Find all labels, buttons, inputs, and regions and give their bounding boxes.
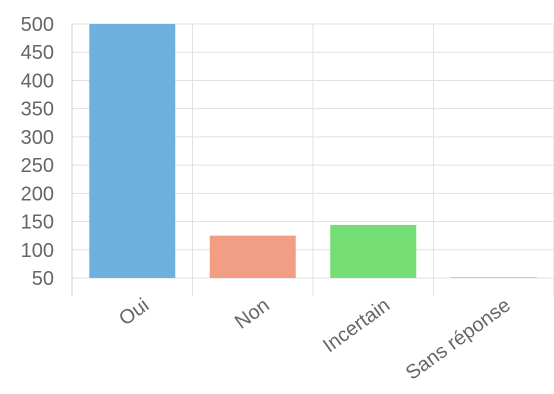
x-tick-label: Non [231, 294, 274, 333]
y-axis: 500 450 400 350 300 250 200 150 100 50 [21, 14, 54, 290]
x-tick-label: Oui [115, 294, 153, 330]
bar-non[interactable] [209, 235, 296, 278]
y-tick-label: 150 [21, 212, 54, 234]
bar-incertain[interactable] [330, 224, 417, 278]
y-tick-label: 450 [21, 42, 54, 64]
y-tick-label: 400 [21, 70, 54, 92]
y-tick-label: 300 [21, 127, 54, 149]
bar-sans-réponse[interactable] [450, 277, 537, 278]
y-tick-label: 250 [21, 155, 54, 177]
y-tick-label: 350 [21, 99, 54, 121]
x-tick-label: Incertain [319, 294, 394, 357]
x-tick-label: Sans réponse [402, 294, 515, 384]
bars-layer [89, 24, 537, 278]
y-tick-label: 50 [32, 268, 54, 290]
x-axis: Oui Non Incertain Sans réponse [115, 294, 515, 384]
y-tick-label: 200 [21, 183, 54, 205]
y-tick-label: 500 [21, 14, 54, 36]
bar-oui[interactable] [89, 24, 176, 278]
y-tick-label: 100 [21, 240, 54, 262]
